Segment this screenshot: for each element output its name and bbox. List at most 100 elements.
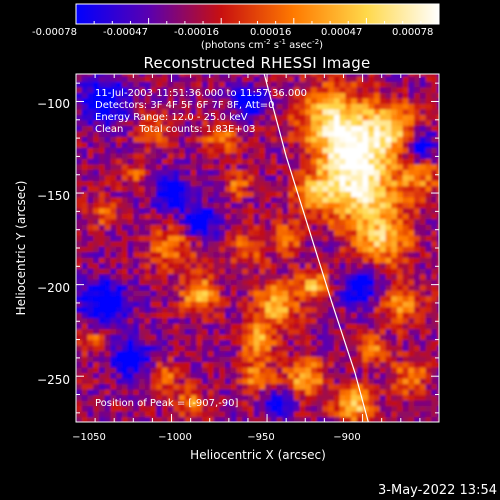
heatmap-cell bbox=[408, 152, 415, 159]
heatmap-cell bbox=[253, 268, 261, 275]
heatmap-cell bbox=[402, 268, 410, 275]
heatmap-cell bbox=[236, 246, 243, 253]
heatmap-cell bbox=[121, 75, 129, 82]
heatmap-cell bbox=[293, 306, 301, 313]
heatmap-cell bbox=[230, 328, 238, 335]
heatmap-cell bbox=[437, 125, 439, 132]
heatmap-cell bbox=[121, 317, 129, 324]
heatmap-cell bbox=[236, 191, 243, 198]
heatmap-cell bbox=[431, 81, 438, 88]
heatmap-cell bbox=[339, 163, 346, 170]
heatmap-cell bbox=[190, 81, 197, 88]
heatmap-cell bbox=[270, 174, 278, 181]
heatmap-cell bbox=[133, 411, 140, 418]
heatmap-cell bbox=[414, 251, 421, 258]
heatmap-cell bbox=[265, 103, 272, 110]
heatmap-cell bbox=[219, 405, 226, 412]
heatmap-cell bbox=[93, 394, 100, 401]
heatmap-cell bbox=[265, 92, 272, 99]
heatmap-cell bbox=[316, 136, 324, 143]
heatmap-cell bbox=[225, 125, 232, 132]
heatmap-cell bbox=[76, 295, 83, 302]
heatmap-cell bbox=[437, 141, 439, 148]
heatmap-cell bbox=[76, 103, 83, 110]
heatmap-cell bbox=[110, 92, 117, 99]
heatmap-cell bbox=[402, 334, 410, 341]
heatmap-cell bbox=[265, 306, 272, 313]
heatmap-cell bbox=[305, 394, 312, 401]
heatmap-cell bbox=[247, 378, 255, 385]
heatmap-cell bbox=[276, 372, 283, 379]
heatmap-cell bbox=[110, 196, 117, 203]
heatmap-cell bbox=[345, 185, 352, 192]
heatmap-cell bbox=[293, 301, 301, 308]
heatmap-cell bbox=[179, 235, 186, 242]
heatmap-cell bbox=[310, 339, 318, 346]
heatmap-cell bbox=[104, 284, 111, 291]
heatmap-cell bbox=[362, 405, 369, 412]
heatmap-cell bbox=[202, 389, 209, 396]
heatmap-cell bbox=[236, 235, 243, 242]
heatmap-cell bbox=[414, 367, 421, 374]
heatmap-cell bbox=[391, 185, 398, 192]
heatmap-cell bbox=[127, 125, 134, 132]
heatmap-cell bbox=[437, 74, 439, 77]
heatmap-cell bbox=[293, 86, 301, 93]
heatmap-cell bbox=[339, 169, 346, 176]
heatmap-cell bbox=[179, 416, 186, 422]
heatmap-cell bbox=[362, 147, 369, 154]
heatmap-cell bbox=[322, 218, 329, 225]
heatmap-cell bbox=[133, 191, 140, 198]
heatmap-cell bbox=[184, 86, 192, 93]
heatmap-cell bbox=[133, 323, 140, 330]
heatmap-cell bbox=[351, 339, 358, 346]
heatmap-cell bbox=[310, 383, 318, 390]
heatmap-cell bbox=[425, 323, 432, 330]
heatmap-cell bbox=[385, 367, 392, 374]
heatmap-cell bbox=[374, 108, 381, 115]
heatmap-cell bbox=[362, 125, 369, 132]
heatmap-cell bbox=[310, 97, 318, 104]
heatmap-cell bbox=[391, 290, 398, 297]
heatmap-cell bbox=[247, 306, 255, 313]
heatmap-cell bbox=[265, 81, 272, 88]
heatmap-cell bbox=[156, 317, 163, 324]
heatmap-cell bbox=[93, 152, 100, 159]
heatmap-cell bbox=[368, 328, 375, 335]
heatmap-cell bbox=[379, 119, 387, 126]
heatmap-cell bbox=[322, 136, 329, 143]
heatmap-cell bbox=[121, 229, 129, 236]
heatmap-cell bbox=[293, 394, 301, 401]
heatmap-cell bbox=[127, 114, 134, 121]
heatmap-cell bbox=[121, 306, 129, 313]
heatmap-cell bbox=[282, 229, 289, 236]
heatmap-cell bbox=[396, 163, 404, 170]
heatmap-cell bbox=[81, 240, 89, 247]
heatmap-cell bbox=[156, 141, 163, 148]
heatmap-cell bbox=[247, 136, 255, 143]
heatmap-cell bbox=[213, 229, 220, 236]
heatmap-cell bbox=[276, 279, 283, 286]
heatmap-cell bbox=[437, 323, 439, 330]
heatmap-cell bbox=[139, 86, 146, 93]
heatmap-cell bbox=[253, 75, 261, 82]
heatmap-cell bbox=[190, 372, 197, 379]
heatmap-cell bbox=[190, 389, 197, 396]
heatmap-cell bbox=[167, 185, 175, 192]
heatmap-cell bbox=[104, 174, 111, 181]
heatmap-cell bbox=[219, 130, 226, 137]
heatmap-cell bbox=[167, 246, 175, 253]
heatmap-cell bbox=[414, 323, 421, 330]
heatmap-cell bbox=[144, 301, 152, 308]
heatmap-cell bbox=[414, 400, 421, 407]
heatmap-cell bbox=[402, 180, 410, 187]
heatmap-cell bbox=[362, 257, 369, 264]
heatmap-cell bbox=[196, 81, 203, 88]
heatmap-cell bbox=[425, 257, 432, 264]
heatmap-cell bbox=[356, 383, 364, 390]
heatmap-cell bbox=[110, 416, 117, 422]
heatmap-cell bbox=[230, 251, 238, 258]
heatmap-cell bbox=[127, 97, 134, 104]
heatmap-cell bbox=[230, 108, 238, 115]
heatmap-cell bbox=[133, 394, 140, 401]
